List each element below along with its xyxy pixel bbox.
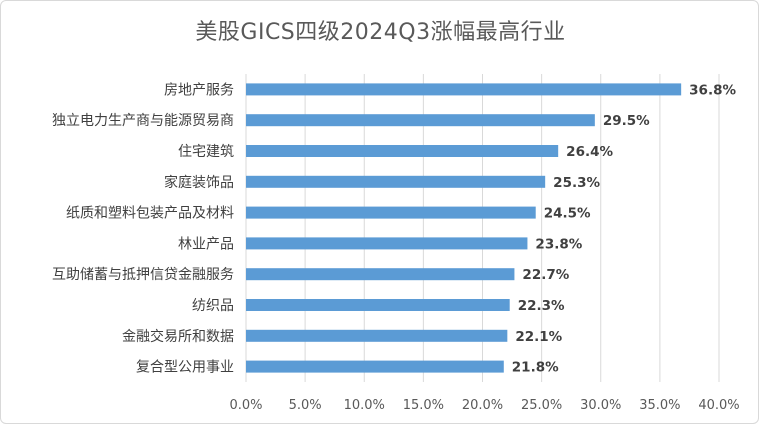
category-label: 林业产品 [178, 236, 234, 252]
category-label: 纸质和塑料包装产品及材料 [66, 206, 234, 222]
x-tick-label: 5.0% [289, 398, 322, 413]
data-label: 22.7% [522, 267, 569, 283]
data-label: 21.8% [512, 360, 559, 376]
x-tick-label: 10.0% [344, 398, 385, 413]
bar [246, 145, 559, 157]
bar [246, 360, 504, 373]
data-label: 29.5% [603, 113, 650, 129]
bar [246, 237, 528, 250]
data-label: 23.8% [535, 236, 582, 252]
bar [246, 299, 510, 311]
category-label: 金融交易所和数据 [122, 328, 234, 345]
x-tick-label: 25.0% [521, 398, 562, 413]
data-label: 26.4% [566, 144, 613, 160]
x-tick-label: 40.0% [698, 398, 739, 413]
category-label: 复合型公用事业 [136, 359, 234, 376]
category-label: 独立电力生产商与能源贸易商 [52, 113, 234, 129]
x-tick-label: 35.0% [639, 398, 680, 413]
x-axis-ticks: 0.0% 5.0% 10.0% 15.0% 20.0% 25.0% 30.0% 35.0% 40… [229, 398, 739, 413]
x-tick-label: 15.0% [403, 398, 444, 413]
x-tick-label: 20.0% [462, 398, 503, 413]
bars [246, 83, 682, 373]
category-label: 住宅建筑 [178, 144, 234, 160]
data-labels: 36.8% 29.5% 26.4% 25.3% 24.5% 23.8% 22.7% 22.3%… [512, 82, 737, 375]
category-label: 家庭装饰品 [164, 174, 234, 191]
category-label: 房地产服务 [164, 82, 234, 98]
data-label: 36.8% [689, 82, 736, 98]
bar [246, 206, 536, 219]
x-tick-label: 30.0% [580, 398, 621, 413]
x-tick-label: 0.0% [229, 398, 262, 413]
bar [246, 83, 682, 96]
category-label: 纺织品 [192, 298, 234, 314]
bar [246, 268, 515, 281]
bar [246, 175, 546, 188]
category-label: 互助储蓄与抵押信贷金融服务 [52, 267, 234, 283]
data-label: 24.5% [544, 206, 591, 222]
chart-title: 美股GICS四级2024Q3涨幅最高行业 [195, 20, 566, 45]
category-labels: 房地产服务独立电力生产商与能源贸易商住宅建筑家庭装饰品纸质和塑料包装产品及材料林… [52, 82, 234, 375]
data-label: 25.3% [553, 175, 600, 191]
data-label: 22.3% [518, 298, 565, 314]
bar [246, 114, 595, 127]
data-label: 22.1% [515, 329, 562, 345]
bar [246, 329, 508, 342]
